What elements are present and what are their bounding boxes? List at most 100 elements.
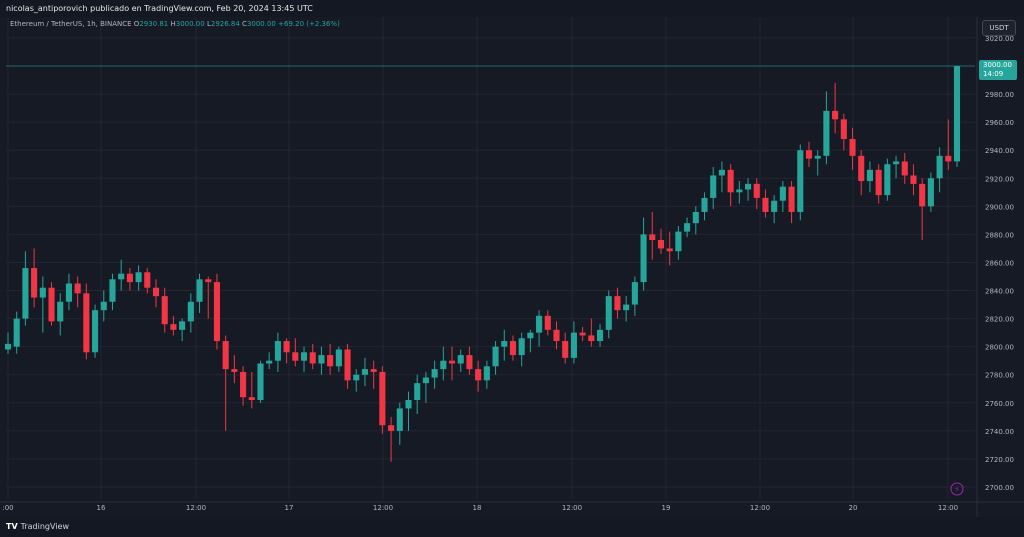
candle-down [240,371,247,398]
candle-down [840,119,847,139]
candle-up [431,369,438,378]
candle-up [823,110,830,156]
close-label: C [242,20,247,28]
candle-down [48,287,55,322]
candle-up [631,282,638,305]
candle-up [623,304,630,311]
candle-down [283,341,290,353]
low-label: L [206,20,211,28]
candle-up [814,155,821,159]
candle-down [466,355,473,370]
candle-up [57,301,64,322]
lightning-glyph: ⚡ [954,485,960,494]
close-value: 3000.00 [246,20,276,28]
candle-up [692,211,699,224]
x-axis-tick: 17 [285,504,294,512]
chart-area[interactable]: 2700.00 2720.00 2740.00 2760.00 2780.00 2800.… [0,17,1024,517]
candle-down [248,397,255,400]
candle-down [875,169,882,196]
candle-down [727,169,734,193]
y-axis-tick: 2860.00 [985,259,1014,267]
y-axis-tick: 2940.00 [985,147,1014,155]
candle-down [544,315,551,330]
x-axis-tick: :00 [2,504,13,512]
candle-down [327,355,334,367]
candle-up [640,234,647,283]
candle-down [370,369,377,372]
candle-up [300,352,308,361]
candle-up [335,349,342,367]
candle-up [361,369,369,375]
candle-up [179,321,186,330]
candle-up [109,279,116,302]
currency-button[interactable]: USDT [982,20,1016,36]
open-value: 2930.81 [139,20,169,28]
candle-down [901,161,908,176]
candle-down [509,341,517,356]
high-label: H [170,20,176,28]
candle-up [779,186,786,201]
candle-down [805,150,813,159]
candle-down [614,296,621,311]
symbol-legend: Ethereum / TetherUS, 1h, BINANCE O2930.8… [10,20,340,28]
high-value: 3000.00 [175,20,205,28]
candle-down [161,296,168,325]
x-axis-tick: 12:00 [750,504,770,512]
candle-up [118,273,125,280]
low-value: 2926.84 [210,20,240,28]
tradingview-logo-icon: TV [6,522,18,531]
y-axis-tick: 2840.00 [985,288,1014,296]
y-axis-tick: 3020.00 [985,35,1014,43]
candle-down [649,234,656,241]
candle-up [353,374,360,381]
candle-down [292,352,299,361]
candle-up [135,272,142,283]
candle-down [919,183,926,207]
candle-up [570,332,577,358]
candle-down [170,324,177,330]
candle-up [22,268,29,319]
open-label: O [133,20,140,28]
candle-up [605,296,612,330]
candle-up [736,189,743,193]
footer-bar: TV TradingView [0,517,1024,537]
candle-up [710,175,717,198]
x-axis-tick: 19 [662,504,671,512]
candle-down [849,138,856,156]
candle-down [379,371,386,426]
candle-up [39,287,46,298]
candle-down [31,268,38,298]
candle-down [475,369,482,381]
y-axis-tick: 2980.00 [985,91,1014,99]
candle-down [910,175,917,184]
candle-up [596,329,604,342]
candle-up [518,338,525,356]
candle-up [100,301,107,311]
candle-down [231,369,238,372]
candlestick-chart[interactable]: 2700.00 2720.00 2740.00 2760.00 2780.00 2800.… [0,17,1024,517]
candle-up [866,169,873,182]
x-axis-tick: 12:00 [373,504,393,512]
candle-up [318,355,325,364]
candle-up [701,197,708,212]
symbol-name: Ethereum / TetherUS, 1h, BINANCE [10,20,132,28]
candle-up [527,332,534,339]
candle-down [152,287,160,297]
x-axis-tick: 18 [473,504,482,512]
lightning-icon[interactable] [950,482,964,496]
candle-up [536,315,543,333]
candle-down [205,279,212,283]
candle-down [388,425,395,431]
candle-down [74,283,81,294]
candle-down [126,273,133,283]
candle-up [744,183,752,190]
brand-name: TradingView [20,522,69,531]
tradingview-logo[interactable]: TV TradingView [6,522,69,531]
candle-up [684,223,691,232]
y-axis-tick: 2920.00 [985,175,1014,183]
candle-up [457,355,464,364]
candle-up [92,310,99,353]
candle-up [675,231,682,252]
candle-down [788,186,795,212]
candle-up [483,366,490,381]
